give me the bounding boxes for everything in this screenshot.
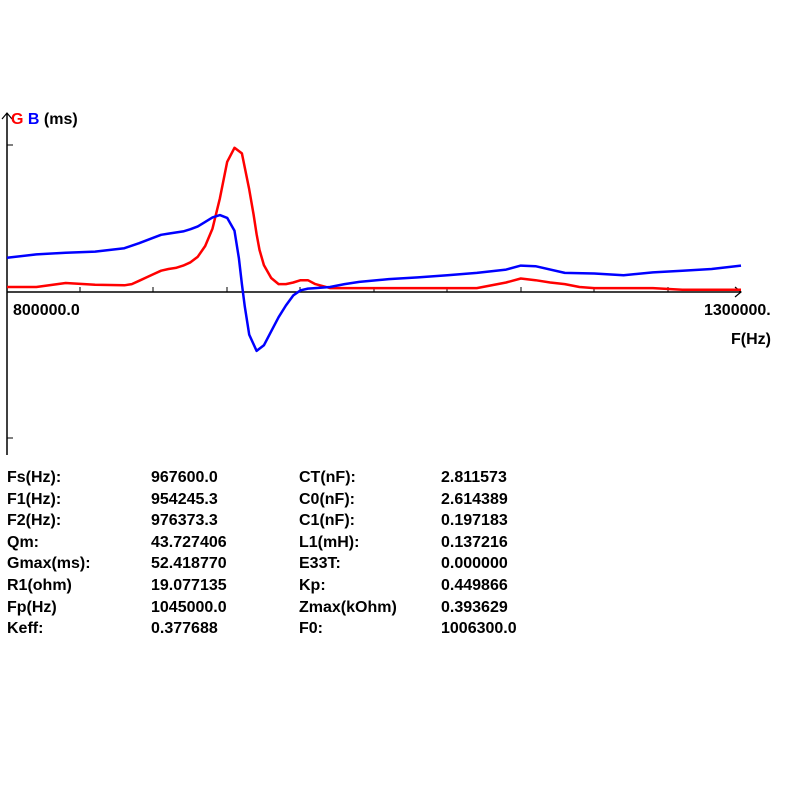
y-axis-title-b: B — [27, 111, 40, 128]
chart-axes — [1, 112, 742, 455]
parameter-label: Gmax(ms): — [7, 555, 91, 573]
parameter-row: F1(Hz): 954245.3 C0(nF): 2.614389 — [7, 491, 567, 513]
parameter-row: Keff: 0.377688 F0: 1006300.0 — [7, 620, 567, 642]
parameter-label: F1(Hz): — [7, 490, 62, 508]
x-tick-label-min: 800000.0 — [13, 302, 80, 319]
parameter-row: F2(Hz): 976373.3 C1(nF): 0.197183 — [7, 512, 567, 534]
parameter-value: 0.000000 — [441, 555, 508, 573]
parameter-value: 2.614389 — [441, 490, 508, 508]
parameter-row: Gmax(ms): 52.418770 E33T: 0.000000 — [7, 555, 567, 577]
parameter-label: C0(nF): — [299, 490, 355, 508]
parameter-row: Qm: 43.727406 L1(mH): 0.137216 — [7, 534, 567, 556]
series-line-b — [6, 213, 742, 353]
parameter-value: 0.137216 — [441, 533, 508, 551]
parameter-value: 976373.3 — [151, 512, 218, 530]
parameter-value: 967600.0 — [151, 469, 218, 486]
parameter-value: 52.418770 — [151, 555, 227, 573]
parameter-row: Fp(Hz) 1045000.0 Zmax(kOhm) 0.393629 — [7, 599, 567, 621]
conductance-susceptance-chart — [1, 112, 742, 455]
parameter-value: 954245.3 — [151, 490, 218, 508]
y-axis-title: G B (ms) — [11, 111, 78, 129]
parameter-label: Fp(Hz) — [7, 598, 57, 616]
series-layer — [6, 146, 742, 353]
parameter-label: L1(mH): — [299, 533, 360, 551]
parameter-table: Fs(Hz): 967600.0 CT(nF): 2.811573 F1(Hz): 954… — [7, 469, 567, 642]
parameter-row: R1(ohm) 19.077135 Kp: 0.449866 — [7, 577, 567, 599]
parameter-value: 1006300.0 — [441, 620, 517, 638]
parameter-value: 19.077135 — [151, 576, 227, 594]
parameter-label: Qm: — [7, 533, 39, 551]
y-axis-title-unit: (ms) — [43, 111, 78, 128]
parameter-label: Keff: — [7, 620, 44, 638]
x-axis-title: F(Hz) — [731, 331, 771, 348]
parameter-value: 0.393629 — [441, 598, 508, 616]
series-line-g — [7, 146, 741, 292]
parameter-value: 0.449866 — [441, 576, 508, 594]
parameter-label: Zmax(kOhm) — [299, 598, 397, 616]
parameter-label: Kp: — [299, 576, 326, 594]
parameter-value: 1045000.0 — [151, 598, 227, 616]
parameter-label: E33T: — [299, 555, 341, 573]
parameter-value: 43.727406 — [151, 533, 227, 551]
parameter-label: Fs(Hz): — [7, 469, 62, 486]
parameter-value: 0.197183 — [441, 512, 508, 530]
y-axis-title-g: G — [11, 111, 24, 128]
parameter-label: CT(nF): — [299, 469, 356, 486]
parameter-value: 0.377688 — [151, 620, 218, 638]
parameter-label: C1(nF): — [299, 512, 355, 530]
x-tick-label-max: 1300000. — [704, 302, 771, 319]
parameter-label: F0: — [299, 620, 323, 638]
parameter-value: 2.811573 — [441, 469, 507, 486]
parameter-label: F2(Hz): — [7, 512, 62, 530]
parameter-row: Fs(Hz): 967600.0 CT(nF): 2.811573 — [7, 469, 567, 491]
parameter-label: R1(ohm) — [7, 576, 72, 594]
y-axis-arrow — [1, 112, 13, 120]
